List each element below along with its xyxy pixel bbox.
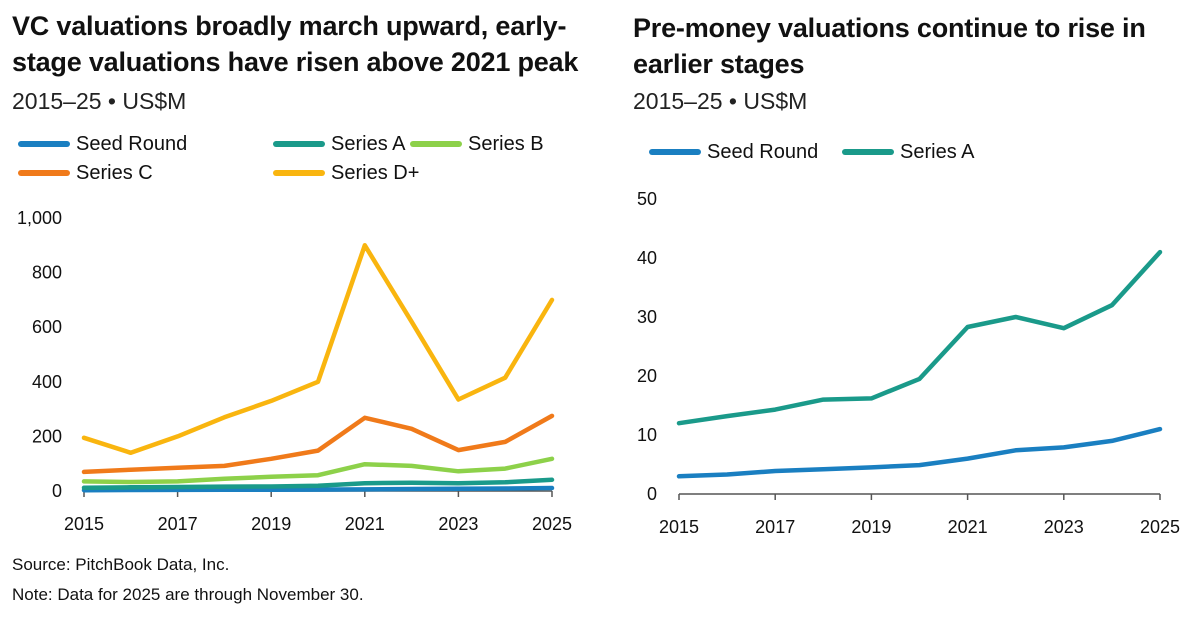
legend-label: Series A xyxy=(331,132,406,155)
x-tick-label: 2025 xyxy=(1140,517,1180,537)
right-chart-panel: Pre-money valuations continue to rise in… xyxy=(615,0,1200,621)
legend-item: Series D+ xyxy=(273,160,419,186)
series-line-series-a xyxy=(676,249,1163,426)
x-tick-label: 2019 xyxy=(851,517,891,537)
legend-swatch xyxy=(649,149,701,155)
y-tick-label: 800 xyxy=(32,263,62,283)
legend-item: Series A xyxy=(273,131,405,157)
legend-swatch xyxy=(842,149,894,155)
legend-item: Seed Round xyxy=(18,131,187,157)
series-line-series-c xyxy=(81,413,555,475)
legend-item: Seed Round xyxy=(649,139,818,165)
series-line-seed-round xyxy=(676,426,1163,479)
legend-label: Series B xyxy=(468,132,544,155)
line-chart: 2015 2017 2019 2021 2023 2025 0 200 400 600 800 1,0… xyxy=(17,208,572,534)
legend-swatch xyxy=(410,141,462,147)
y-tick-label: 20 xyxy=(637,366,657,386)
y-tick-label: 30 xyxy=(637,307,657,327)
y-tick-label: 10 xyxy=(637,425,657,445)
left-chart-panel: VC valuations broadly march upward, earl… xyxy=(12,11,579,534)
x-tick-label: 2025 xyxy=(532,514,572,534)
chart-subtitle: 2015–25 • US$M xyxy=(633,88,808,114)
line-chart: 2015 2017 2019 2021 2023 2025 0 10 20 30 40 50 xyxy=(637,189,1180,537)
chart-title: Pre-money valuations continue to rise in… xyxy=(633,13,1146,79)
series-line-seed-round xyxy=(81,485,555,493)
y-tick-label: 200 xyxy=(32,426,62,446)
x-tick-label: 2023 xyxy=(438,514,478,534)
series-line-series-a xyxy=(81,477,555,490)
x-tick-label: 2021 xyxy=(948,517,988,537)
x-tick-label: 2017 xyxy=(755,517,795,537)
legend-swatch xyxy=(18,170,70,176)
legend-swatch xyxy=(18,141,70,147)
legend-label: Seed Round xyxy=(707,140,819,163)
y-tick-label: 0 xyxy=(52,481,62,501)
x-tick-label: 2023 xyxy=(1044,517,1084,537)
legend-label: Series C xyxy=(76,161,153,184)
legend-swatch xyxy=(273,141,325,147)
legend-item: Series C xyxy=(18,160,153,186)
source-note: Source: PitchBook Data, Inc. xyxy=(12,555,230,574)
y-tick-label: 40 xyxy=(637,248,657,268)
legend-label: Seed Round xyxy=(76,132,188,155)
y-tick-label: 0 xyxy=(647,484,657,504)
x-tick-label: 2015 xyxy=(64,514,104,534)
x-tick-label: 2019 xyxy=(251,514,291,534)
legend-item: Series B xyxy=(410,131,544,157)
y-tick-label: 50 xyxy=(637,189,657,209)
x-tick-label: 2015 xyxy=(659,517,699,537)
legend-label: Series A xyxy=(900,140,975,163)
legend-item: Series A xyxy=(842,139,974,165)
data-note: Note: Data for 2025 are through November… xyxy=(12,585,364,604)
series-line-series-d xyxy=(81,243,555,456)
chart-title: VC valuations broadly march upward, earl… xyxy=(12,11,579,77)
x-tick-label: 2017 xyxy=(158,514,198,534)
chart-subtitle: 2015–25 • US$M xyxy=(12,88,187,114)
legend-label: Series D+ xyxy=(331,161,420,184)
x-tick-label: 2021 xyxy=(345,514,385,534)
y-tick-label: 400 xyxy=(32,372,62,392)
legend-swatch xyxy=(273,170,325,176)
y-tick-label: 600 xyxy=(32,317,62,337)
series-line-series-b xyxy=(81,456,555,485)
y-tick-label: 1,000 xyxy=(17,208,62,228)
